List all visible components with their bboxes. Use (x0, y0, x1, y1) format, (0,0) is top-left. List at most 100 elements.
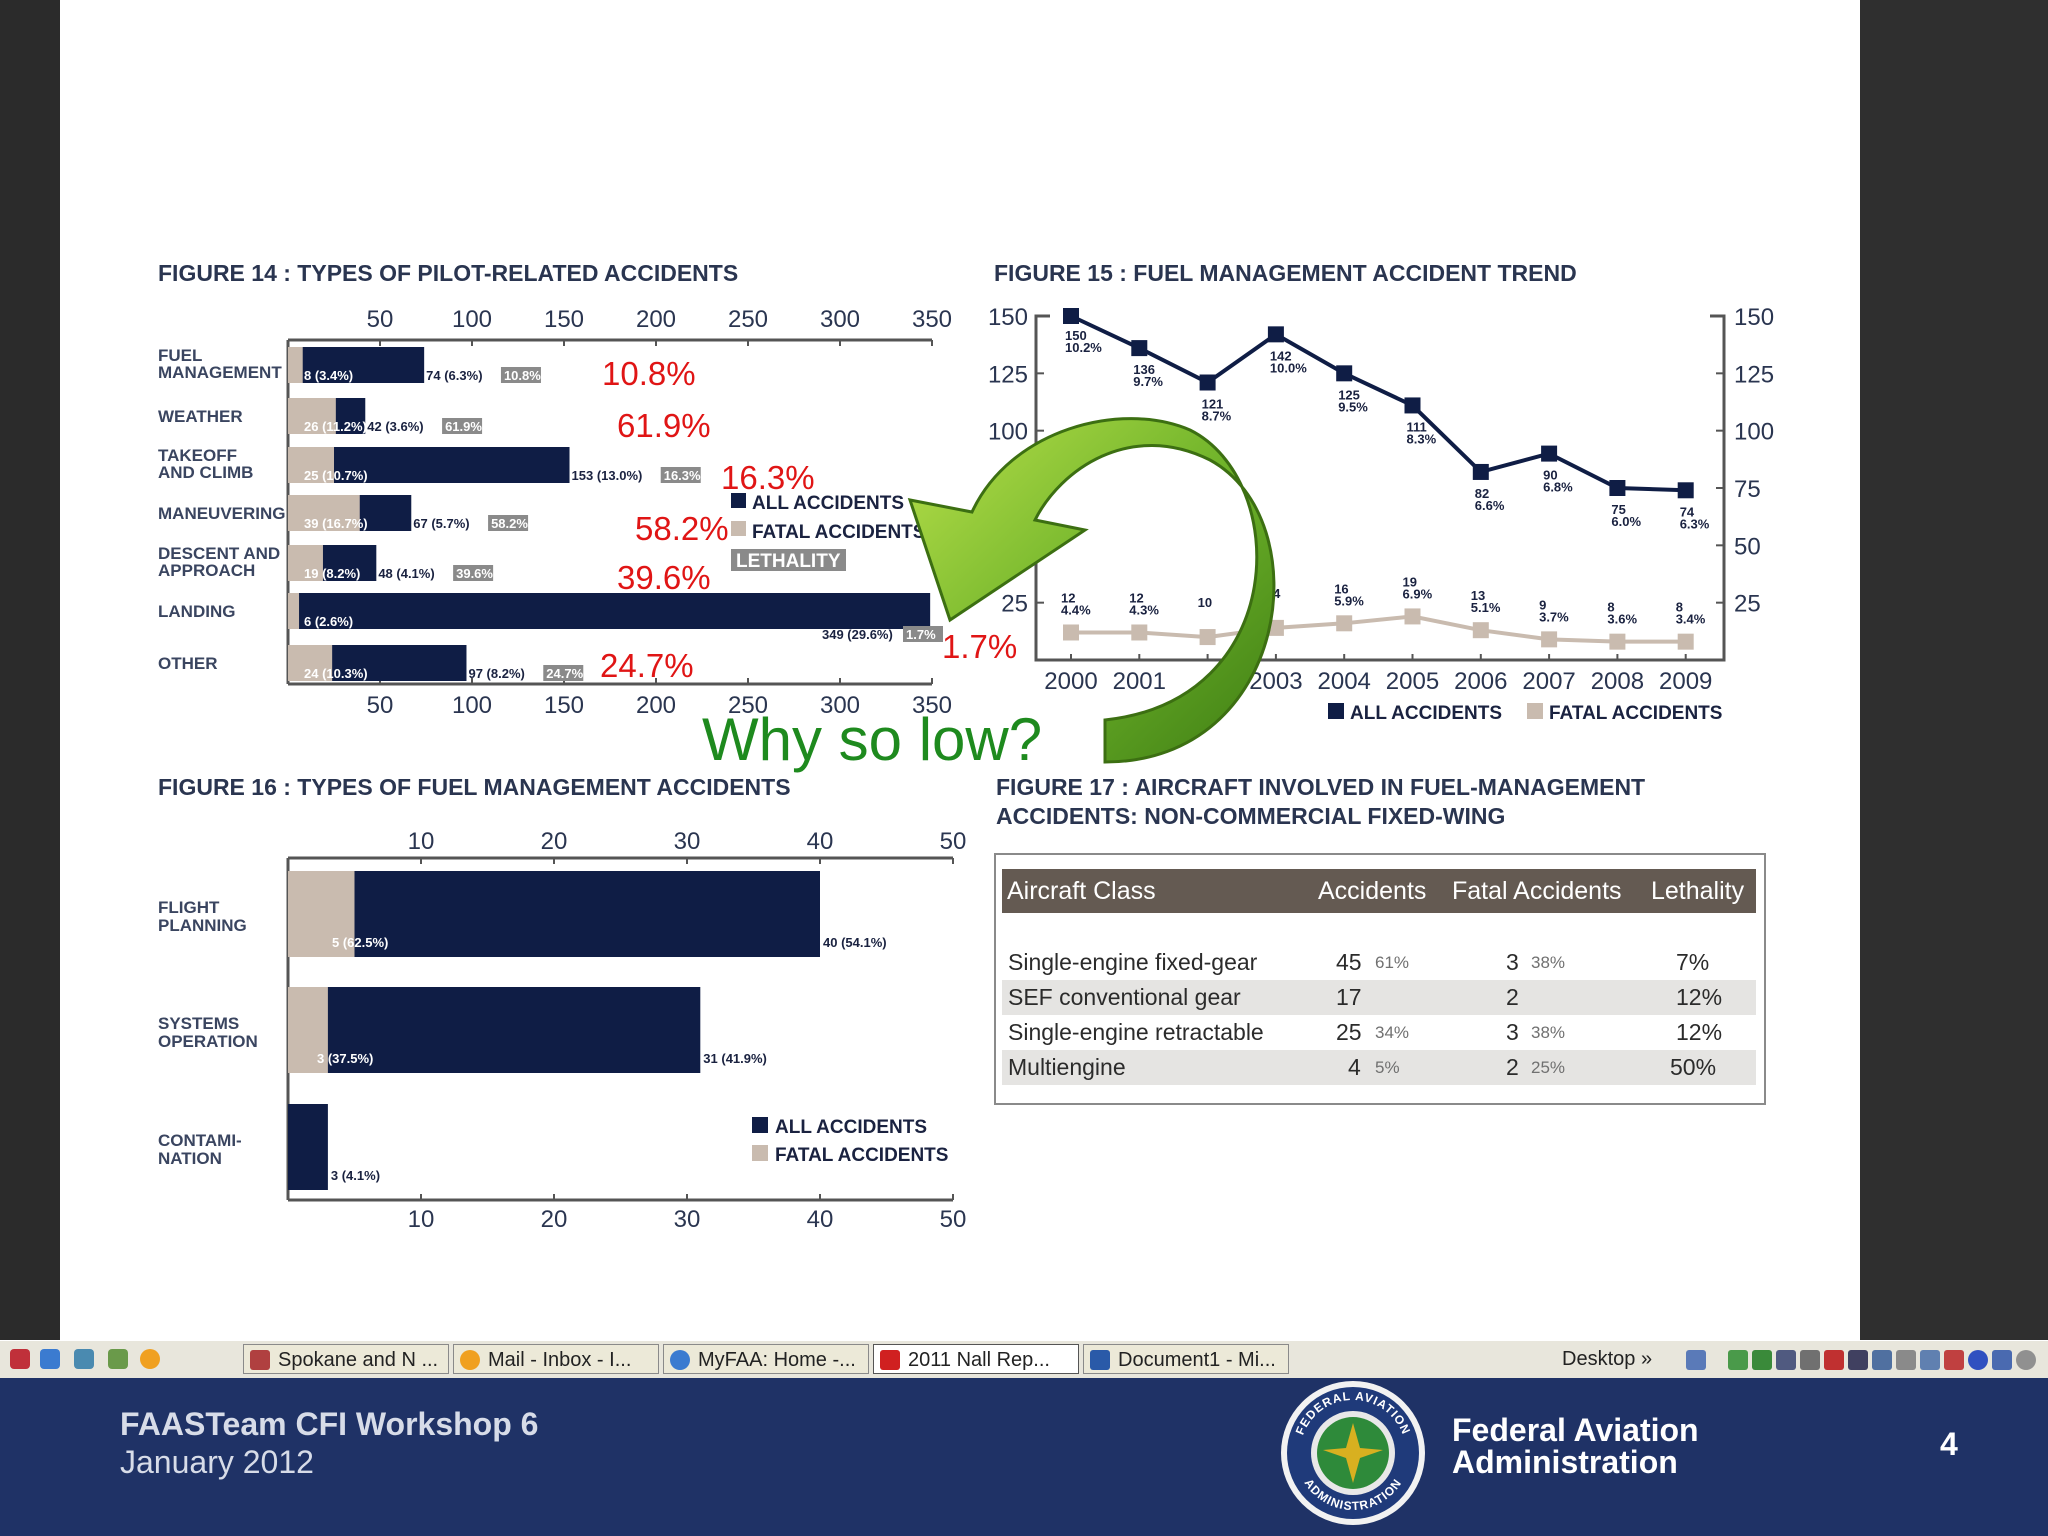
tray-icon[interactable] (1752, 1350, 1772, 1370)
tray-icon[interactable] (1686, 1350, 1706, 1370)
x-tick-label: 300 (820, 692, 860, 719)
app-quicklaunch-icon[interactable] (74, 1349, 94, 1369)
tray-icon[interactable] (1968, 1350, 1988, 1370)
bar-fatal-accidents (288, 545, 323, 581)
x-tick-label: 30 (674, 828, 701, 855)
mail-icon (460, 1350, 480, 1370)
y-tick-label: 25 (1001, 591, 1028, 618)
bar-all-accidents (288, 593, 931, 629)
data-point-all (1541, 445, 1558, 462)
bar-fatal-accidents (288, 347, 303, 383)
taskbar-window-spokane[interactable]: Spokane and N ... (243, 1344, 449, 1374)
all-data-label: 48 (4.1%) (378, 566, 434, 581)
data-point-fatal (1404, 608, 1421, 625)
lethality-annotation: 61.9% (617, 407, 711, 444)
data-label-all: 74 (1680, 504, 1695, 519)
category-label: PLANNING (158, 916, 247, 935)
lethality-value: 1.7% (906, 627, 936, 642)
tray-icon[interactable] (2016, 1350, 2036, 1370)
desktop-toolbar-label[interactable]: Desktop » (1562, 1344, 1652, 1374)
legend-lethality-box (731, 549, 846, 571)
data-pct-fatal: 5.9% (1334, 593, 1364, 608)
figure-16-chart: FIGURE 16 : TYPES OF FUEL MANAGEMENT ACC… (158, 774, 966, 1233)
x-tick-label: 2000 (1044, 668, 1097, 695)
tray-icon[interactable] (1848, 1350, 1868, 1370)
lethality: 7% (1676, 949, 1710, 975)
data-pct-all: 10.2% (1065, 340, 1102, 355)
aircraft-class: Single-engine retractable (1008, 1019, 1264, 1045)
snipping-tool-icon[interactable] (108, 1349, 128, 1369)
org-name-line1: Federal Aviation (1452, 1412, 1699, 1448)
category-label: OPERATION (158, 1032, 258, 1051)
lethality-value: 39.6% (456, 566, 493, 581)
lethality-annotation: 1.7% (942, 628, 1017, 665)
ppt-icon (250, 1350, 270, 1370)
tray-icon[interactable] (1920, 1350, 1940, 1370)
x-tick-label: 50 (367, 692, 394, 719)
category-label: FLIGHT (158, 898, 220, 917)
tray-icon[interactable] (1872, 1350, 1892, 1370)
data-point-fatal (1677, 633, 1694, 650)
taskbar-window-myfaa[interactable]: MyFAA: Home -... (663, 1344, 869, 1374)
y-tick-label: 125 (988, 361, 1028, 388)
tray-icon[interactable] (1800, 1350, 1820, 1370)
data-point-fatal (1063, 624, 1079, 641)
tray-icon[interactable] (1992, 1350, 2012, 1370)
series-line-all (1070, 314, 1686, 493)
figure-14-chart: FIGURE 14 : TYPES OF PILOT-RELATED ACCID… (158, 260, 1017, 719)
bar-fatal-accidents (288, 398, 336, 434)
accidents-count: 25 (1336, 1019, 1362, 1045)
slide-footer: FAASTeam CFI Workshop 6 January 2012 FED… (0, 1378, 2048, 1536)
lethality: 12% (1676, 984, 1723, 1010)
x-tick-label: 150 (544, 306, 584, 333)
x-tick-label: 350 (912, 692, 952, 719)
mail-quicklaunch-icon[interactable] (140, 1349, 160, 1369)
data-point-all (1199, 374, 1216, 391)
lethality: 12% (1676, 1019, 1723, 1045)
taskbar-window-nall-report[interactable]: 2011 Nall Rep... (873, 1344, 1079, 1374)
lethality-value: 10.8% (504, 368, 541, 383)
series-line-fatal (1071, 614, 1686, 644)
all-data-label: 67 (5.7%) (413, 516, 469, 531)
tray-icon[interactable] (1896, 1350, 1916, 1370)
acrobat-quicklaunch-icon[interactable] (10, 1349, 30, 1369)
data-label-fatal: 8 (1607, 600, 1614, 615)
data-label-all: 125 (1338, 387, 1360, 402)
legend-all-label: ALL ACCIDENTS (752, 493, 904, 514)
category-label: MANEUVERING (158, 504, 286, 523)
lethality-value: 58.2% (491, 516, 528, 531)
tray-icon[interactable] (1728, 1350, 1748, 1370)
bar-all-accidents (288, 447, 570, 483)
accidents-pct: 5% (1375, 1058, 1400, 1077)
legend-fatal-swatch (731, 521, 746, 536)
y-tick-label: 100 (988, 419, 1028, 446)
tray-icon[interactable] (1824, 1350, 1844, 1370)
lethality-annotation: 16.3% (721, 459, 815, 496)
y2-tick-label: 50 (1734, 533, 1761, 560)
category-label: MANAGEMENT (158, 363, 282, 382)
x-tick-label: 40 (807, 1206, 834, 1233)
tray-icon[interactable] (1776, 1350, 1796, 1370)
x-tick-label: 50 (367, 306, 394, 333)
x-tick-label: 2007 (1522, 668, 1575, 695)
chevron-icon[interactable]: » (1640, 1348, 1653, 1370)
browser-quicklaunch-icon[interactable] (40, 1349, 60, 1369)
header-fatal-accidents: Fatal Accidents (1452, 877, 1622, 905)
figure-14-title: FIGURE 14 : TYPES OF PILOT-RELATED ACCID… (158, 260, 738, 286)
data-pct-all: 9.5% (1338, 399, 1368, 414)
legend-lethality-label: LETHALITY (736, 551, 841, 572)
category-label: APPROACH (158, 561, 255, 580)
table-row: Single-engine fixed-gear 45 61% 3 38% 7% (1002, 945, 1756, 980)
data-point-fatal (1336, 615, 1353, 632)
taskbar-window-document1[interactable]: Document1 - Mi... (1083, 1344, 1289, 1374)
figure-15-chart: FIGURE 15 : FUEL MANAGEMENT ACCIDENT TRE… (988, 260, 1774, 724)
x-tick-label: 2006 (1454, 668, 1507, 695)
legend-fatal-label: FATAL ACCIDENTS (1549, 703, 1722, 724)
y2-tick-label: 25 (1734, 591, 1761, 618)
header-aircraft-class: Aircraft Class (1007, 877, 1156, 905)
tray-icon[interactable] (1944, 1350, 1964, 1370)
legend-all-swatch (1328, 703, 1344, 719)
category-label: FUEL (158, 346, 202, 365)
taskbar-window-mail[interactable]: Mail - Inbox - I... (453, 1344, 659, 1374)
